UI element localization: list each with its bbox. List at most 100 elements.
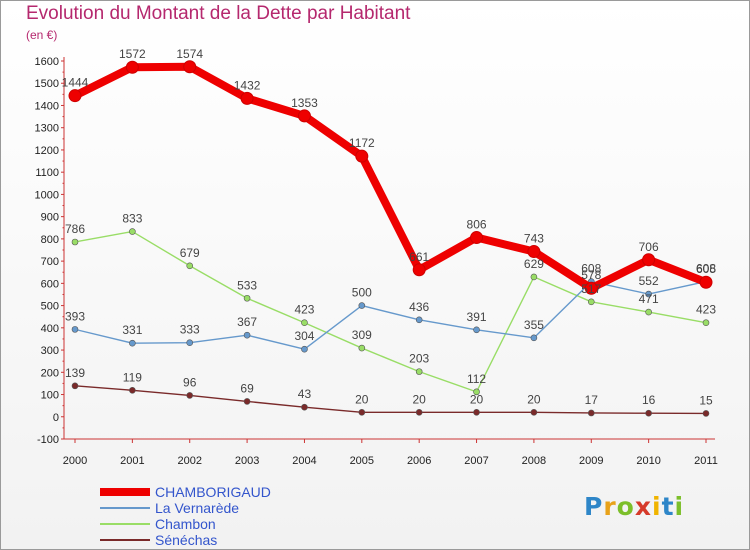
data-label: 203 xyxy=(409,352,429,366)
data-label: 436 xyxy=(409,300,429,314)
y-tick-label: 1300 xyxy=(35,123,59,135)
data-point xyxy=(301,345,308,353)
data-point xyxy=(415,316,423,324)
y-tick-label: 400 xyxy=(41,323,59,335)
data-label: 1444 xyxy=(62,76,89,90)
x-tick-label: 2000 xyxy=(63,455,87,467)
proxiti-logo: Proxiti xyxy=(584,492,685,521)
data-label: 331 xyxy=(122,323,142,337)
x-tick-label: 2008 xyxy=(522,455,546,467)
y-tick-label: 100 xyxy=(41,390,59,402)
data-point xyxy=(68,89,82,103)
data-point xyxy=(358,409,366,416)
y-tick-label: 900 xyxy=(41,212,59,224)
y-tick-label: 1500 xyxy=(35,78,59,90)
data-point xyxy=(530,409,538,416)
data-label: 679 xyxy=(180,246,200,260)
data-label: 661 xyxy=(409,250,429,264)
data-point xyxy=(702,319,710,327)
data-label: 119 xyxy=(123,370,142,384)
data-point xyxy=(71,238,79,246)
data-label: 16 xyxy=(642,393,656,407)
data-label: 833 xyxy=(122,212,142,226)
y-tick-label: 0 xyxy=(53,412,59,424)
data-label: 304 xyxy=(294,329,314,343)
x-tick-label: 2003 xyxy=(235,455,259,467)
data-point xyxy=(301,319,308,327)
data-label: 500 xyxy=(352,286,372,300)
legend-label: Chambon xyxy=(155,516,216,532)
legend-label: Sénéchas xyxy=(155,532,217,548)
data-label: 608 xyxy=(581,262,601,276)
data-label: 15 xyxy=(699,393,713,407)
data-label: 423 xyxy=(294,303,314,317)
data-point xyxy=(71,326,79,333)
y-tick-label: -100 xyxy=(37,434,59,446)
data-label: 393 xyxy=(65,309,85,323)
data-label: 20 xyxy=(355,392,369,406)
data-label: 786 xyxy=(65,222,85,236)
data-label: 578 xyxy=(581,268,601,282)
chart-title: Evolution du Montant de la Dette par Hab… xyxy=(26,3,411,24)
data-point xyxy=(243,398,251,405)
x-tick-label: 2007 xyxy=(464,455,488,467)
y-tick-label: 1000 xyxy=(35,189,59,201)
data-point xyxy=(470,231,484,245)
data-point xyxy=(240,91,254,105)
data-point xyxy=(530,334,538,342)
data-label: 17 xyxy=(585,393,599,407)
data-label: 1432 xyxy=(234,78,261,92)
data-label: 391 xyxy=(467,310,487,324)
y-tick-label: 1200 xyxy=(35,145,59,157)
data-point xyxy=(358,344,366,352)
y-tick-label: 600 xyxy=(41,278,59,290)
x-tick-label: 2001 xyxy=(120,455,144,467)
data-point xyxy=(186,392,194,399)
data-label: 605 xyxy=(696,262,716,276)
data-label: 552 xyxy=(639,274,659,288)
y-tick-label: 300 xyxy=(41,345,59,357)
data-point xyxy=(243,331,251,339)
data-label: 20 xyxy=(527,392,541,406)
series-line xyxy=(71,62,710,293)
data-label: 743 xyxy=(524,232,544,246)
chart-subtitle: (en €) xyxy=(26,28,58,42)
data-point xyxy=(186,339,194,347)
series-line xyxy=(74,385,707,415)
x-tick-label: 2009 xyxy=(579,455,603,467)
data-label: 112 xyxy=(467,372,486,386)
data-label: 96 xyxy=(183,375,197,389)
data-point xyxy=(125,60,139,74)
data-point xyxy=(355,149,369,163)
data-label: 1574 xyxy=(176,47,203,61)
data-label: 1353 xyxy=(291,96,318,110)
data-point xyxy=(243,294,251,302)
data-point xyxy=(645,290,652,298)
x-tick-label: 2011 xyxy=(694,455,718,467)
data-label: 1172 xyxy=(349,136,375,150)
legend-label: CHAMBORIGAUD xyxy=(155,484,271,500)
data-point xyxy=(699,275,713,289)
legend-label: La Vernarède xyxy=(155,500,239,516)
x-tick-label: 2005 xyxy=(350,455,374,467)
x-tick-label: 2004 xyxy=(292,455,316,467)
data-label: 806 xyxy=(467,218,487,232)
series-line xyxy=(74,280,707,350)
data-point xyxy=(587,409,595,417)
data-point xyxy=(645,308,652,316)
y-tick-label: 200 xyxy=(41,367,59,379)
data-point xyxy=(530,273,538,281)
x-tick-label: 2010 xyxy=(636,455,660,467)
data-label: 333 xyxy=(180,323,200,337)
data-label: 20 xyxy=(470,392,484,406)
data-label: 139 xyxy=(65,366,85,380)
data-label: 423 xyxy=(696,303,716,317)
data-point xyxy=(473,388,480,396)
data-label: 706 xyxy=(639,240,659,254)
data-point xyxy=(473,326,480,334)
data-label: 629 xyxy=(524,257,544,271)
data-point xyxy=(587,298,595,306)
x-tick-label: 2006 xyxy=(407,455,431,467)
data-label: 471 xyxy=(639,292,659,306)
data-point xyxy=(415,409,423,416)
